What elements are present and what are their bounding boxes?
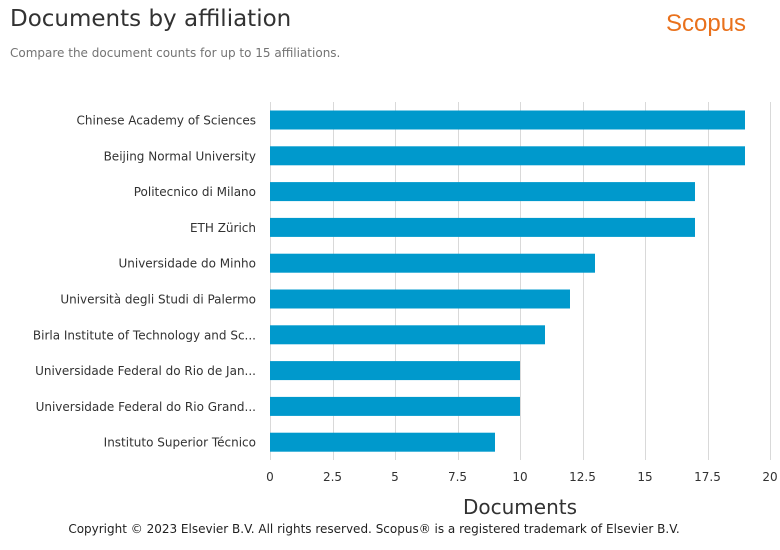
x-tick-label: 12.5 (569, 470, 596, 484)
page-subtitle: Compare the document counts for up to 15… (10, 46, 341, 60)
x-tick-label: 7.5 (448, 470, 467, 484)
bar[interactable] (270, 253, 595, 273)
category-label: Universidade Federal do Rio de Jan... (35, 364, 256, 378)
bar[interactable] (270, 325, 545, 345)
category-labels: Chinese Academy of Sciences Beijing Norma… (33, 114, 256, 450)
affiliation-bar-chart: Chinese Academy of Sciences Beijing Norma… (33, 102, 778, 519)
category-label: Chinese Academy of Sciences (77, 114, 256, 128)
bar[interactable] (270, 217, 695, 237)
bar[interactable] (270, 110, 745, 130)
bar[interactable] (270, 182, 695, 202)
x-tick-label: 20 (762, 470, 777, 484)
x-tick-label: 2.5 (323, 470, 342, 484)
category-label: Università degli Studi di Palermo (60, 293, 256, 307)
bar[interactable] (270, 146, 745, 166)
category-label: Universidade Federal do Rio Grand... (36, 400, 256, 414)
x-tick-label: 5 (391, 470, 399, 484)
x-tick-label: 10 (512, 470, 527, 484)
category-label: Universidade do Minho (118, 257, 256, 271)
x-axis-title: Documents (463, 495, 577, 519)
copyright-footer: Copyright © 2023 Elsevier B.V. All right… (68, 522, 680, 536)
scopus-logo[interactable]: Scopus (666, 10, 747, 37)
category-label: Birla Institute of Technology and Sc... (33, 328, 256, 342)
bar[interactable] (270, 432, 495, 452)
bar[interactable] (270, 396, 520, 416)
category-label: ETH Zürich (190, 221, 256, 235)
bar[interactable] (270, 289, 570, 309)
page-title: Documents by affiliation (10, 6, 292, 32)
category-label: Beijing Normal University (104, 149, 256, 163)
x-tick-label: 15 (637, 470, 652, 484)
x-tick-labels: 0 2.5 5 7.5 10 12.5 15 17.5 20 (266, 470, 777, 484)
category-label: Politecnico di Milano (134, 185, 256, 199)
x-tick-label: 0 (266, 470, 274, 484)
bars (270, 110, 745, 452)
bar[interactable] (270, 361, 520, 381)
category-label: Instituto Superior Técnico (104, 436, 256, 450)
x-tick-label: 17.5 (694, 470, 721, 484)
